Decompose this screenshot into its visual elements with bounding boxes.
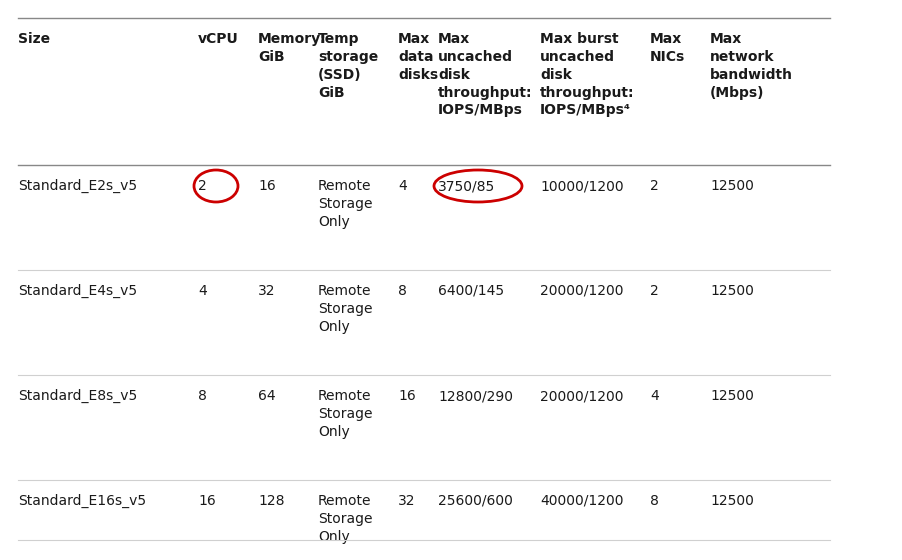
Text: 8: 8: [649, 494, 658, 508]
Text: Remote
Storage
Only: Remote Storage Only: [318, 494, 373, 544]
Text: 40000/1200: 40000/1200: [539, 494, 622, 508]
Text: 10000/1200: 10000/1200: [539, 179, 623, 193]
Text: Standard_E2s_v5: Standard_E2s_v5: [18, 179, 137, 193]
Text: Temp
storage
(SSD)
GiB: Temp storage (SSD) GiB: [318, 32, 378, 100]
Text: 12500: 12500: [709, 179, 753, 193]
Text: 2: 2: [649, 179, 658, 193]
Text: 6400/145: 6400/145: [437, 284, 503, 298]
Text: Remote
Storage
Only: Remote Storage Only: [318, 284, 373, 334]
Text: vCPU: vCPU: [198, 32, 238, 46]
Text: 32: 32: [258, 284, 275, 298]
Text: 20000/1200: 20000/1200: [539, 389, 622, 403]
Text: 2: 2: [198, 179, 207, 193]
Text: 12800/290: 12800/290: [437, 389, 512, 403]
Text: 8: 8: [198, 389, 207, 403]
Text: 128: 128: [258, 494, 284, 508]
Text: 16: 16: [258, 179, 275, 193]
Text: Size: Size: [18, 32, 51, 46]
Text: Max
NICs: Max NICs: [649, 32, 685, 64]
Text: 8: 8: [398, 284, 407, 298]
Text: 12500: 12500: [709, 284, 753, 298]
Text: Standard_E8s_v5: Standard_E8s_v5: [18, 389, 137, 403]
Text: 12500: 12500: [709, 494, 753, 508]
Text: Max
network
bandwidth
(Mbps): Max network bandwidth (Mbps): [709, 32, 792, 100]
Text: Standard_E4s_v5: Standard_E4s_v5: [18, 284, 137, 298]
Text: 4: 4: [649, 389, 658, 403]
Text: Memory:
GiB: Memory: GiB: [258, 32, 327, 64]
Text: 25600/600: 25600/600: [437, 494, 512, 508]
Text: 2: 2: [649, 284, 658, 298]
Text: Remote
Storage
Only: Remote Storage Only: [318, 179, 373, 228]
Text: Standard_E16s_v5: Standard_E16s_v5: [18, 494, 146, 508]
Text: 3750/85: 3750/85: [437, 179, 494, 193]
Text: Max
uncached
disk
throughput:
IOPS/MBps: Max uncached disk throughput: IOPS/MBps: [437, 32, 532, 118]
Text: 32: 32: [398, 494, 415, 508]
Text: 16: 16: [398, 389, 415, 403]
Text: 20000/1200: 20000/1200: [539, 284, 622, 298]
Text: 16: 16: [198, 494, 216, 508]
Text: Max burst
uncached
disk
throughput:
IOPS/MBps⁴: Max burst uncached disk throughput: IOPS…: [539, 32, 634, 118]
Text: 4: 4: [398, 179, 406, 193]
Text: Max
data
disks: Max data disks: [398, 32, 437, 82]
Text: 64: 64: [258, 389, 275, 403]
Text: 4: 4: [198, 284, 207, 298]
Text: Remote
Storage
Only: Remote Storage Only: [318, 389, 373, 438]
Text: 12500: 12500: [709, 389, 753, 403]
